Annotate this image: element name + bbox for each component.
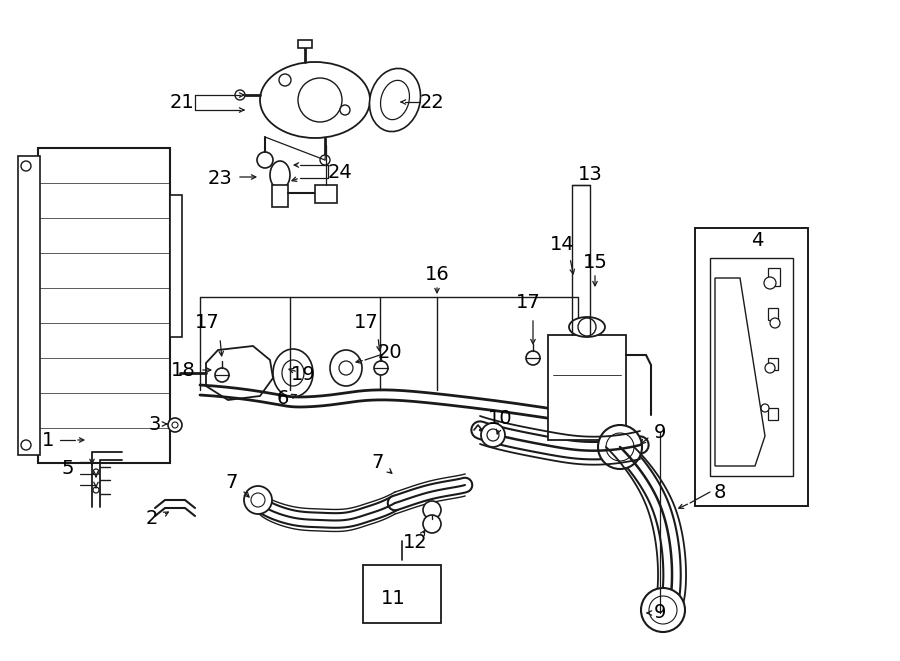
Bar (170, 195, 182, 337)
Text: 8: 8 (714, 483, 726, 502)
Circle shape (251, 493, 265, 507)
Text: 3: 3 (148, 414, 161, 434)
Circle shape (765, 363, 775, 373)
Circle shape (93, 487, 99, 493)
Bar (710, 258, 793, 476)
Bar (548, 335, 626, 440)
Text: 13: 13 (578, 165, 602, 184)
Text: 23: 23 (208, 169, 232, 188)
Bar (298, 40, 312, 48)
Bar (315, 185, 337, 203)
Circle shape (21, 440, 31, 450)
Bar (768, 408, 778, 420)
Text: 22: 22 (419, 93, 445, 112)
Circle shape (298, 78, 342, 122)
Text: 12: 12 (402, 533, 428, 553)
Text: 7: 7 (226, 473, 239, 492)
Circle shape (764, 277, 776, 289)
Circle shape (606, 433, 634, 461)
Text: 11: 11 (381, 588, 405, 607)
Circle shape (770, 318, 780, 328)
Bar (38, 148, 170, 463)
Text: 7: 7 (372, 453, 384, 471)
Circle shape (93, 469, 99, 475)
Circle shape (279, 74, 291, 86)
Bar (272, 185, 288, 207)
Text: 2: 2 (146, 508, 158, 527)
Circle shape (320, 155, 330, 165)
Text: 9: 9 (653, 603, 666, 623)
Ellipse shape (370, 69, 420, 132)
Circle shape (423, 515, 441, 533)
Circle shape (761, 404, 769, 412)
Ellipse shape (273, 349, 313, 397)
Bar (768, 308, 778, 320)
Bar (18, 156, 40, 455)
Circle shape (340, 105, 350, 115)
Circle shape (526, 351, 540, 365)
Ellipse shape (381, 81, 410, 120)
Text: 17: 17 (516, 293, 540, 313)
Text: 16: 16 (425, 266, 449, 284)
Ellipse shape (282, 360, 304, 386)
Circle shape (21, 161, 31, 171)
Circle shape (339, 361, 353, 375)
Ellipse shape (270, 161, 290, 189)
Circle shape (374, 361, 388, 375)
Text: 17: 17 (194, 313, 220, 332)
Text: 18: 18 (171, 360, 195, 379)
Text: 5: 5 (62, 459, 74, 477)
Circle shape (168, 418, 182, 432)
Text: 1: 1 (41, 430, 54, 449)
Bar (363, 565, 441, 623)
Circle shape (481, 423, 505, 447)
Text: 6: 6 (277, 389, 289, 407)
Circle shape (423, 501, 441, 519)
Text: 24: 24 (328, 163, 353, 182)
Circle shape (244, 486, 272, 514)
Text: 9: 9 (653, 422, 666, 442)
Bar (768, 358, 778, 370)
Text: 10: 10 (488, 408, 512, 428)
Polygon shape (715, 278, 765, 466)
Circle shape (641, 588, 685, 632)
Circle shape (257, 152, 273, 168)
Ellipse shape (260, 62, 370, 138)
Bar (768, 268, 780, 286)
Text: 4: 4 (751, 231, 763, 249)
Text: 21: 21 (169, 93, 194, 112)
Text: 17: 17 (354, 313, 378, 332)
Circle shape (235, 90, 245, 100)
Text: 19: 19 (291, 366, 315, 385)
Circle shape (598, 425, 642, 469)
Circle shape (649, 596, 677, 624)
Text: 14: 14 (550, 235, 574, 254)
Text: 20: 20 (378, 342, 402, 362)
Polygon shape (206, 346, 273, 400)
Circle shape (172, 422, 178, 428)
Ellipse shape (569, 317, 605, 337)
Bar (695, 228, 808, 506)
Circle shape (487, 429, 499, 441)
Circle shape (215, 368, 229, 382)
Ellipse shape (330, 350, 362, 386)
Circle shape (578, 318, 596, 336)
Text: 15: 15 (582, 253, 608, 272)
